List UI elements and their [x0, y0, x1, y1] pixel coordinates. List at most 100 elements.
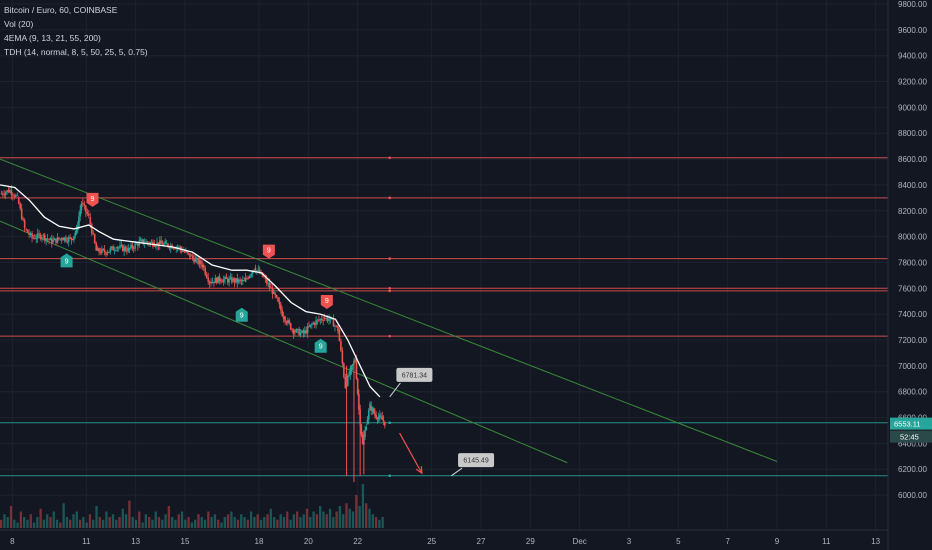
level-handle[interactable]: [388, 156, 392, 160]
volume-bar: [338, 506, 342, 528]
time-axis[interactable]: 8 11 13 15 18 20 22 25 27 29 Dec 3 5 7 9 11 13: [0, 529, 888, 546]
time-tick-label: 3: [627, 537, 632, 546]
candle-body: [179, 246, 182, 250]
candle-body: [337, 325, 339, 332]
candle-body: [204, 267, 207, 275]
candle-body: [380, 416, 382, 418]
volume-bar: [328, 508, 332, 528]
volume-bar: [164, 514, 167, 528]
volume-bar: [19, 511, 23, 528]
volume-bar: [105, 511, 108, 528]
candle-body: [367, 410, 370, 420]
level-handle[interactable]: [388, 474, 392, 477]
candle-body: [213, 281, 215, 284]
volume-bar: [32, 522, 36, 528]
volume-bar: [246, 519, 249, 528]
candle-body: [158, 240, 161, 246]
volume-bar: [259, 519, 263, 528]
volume-bar: [72, 514, 75, 528]
candle-body: [132, 248, 135, 249]
legend-symbol[interactable]: Bitcoin / Euro, 60, COINBASE: [4, 5, 118, 15]
candle-body: [67, 237, 70, 242]
level-handle[interactable]: [388, 287, 392, 290]
candle-body: [323, 318, 326, 319]
volume-bar: [180, 511, 184, 528]
price-tick-label: 8400.00: [898, 181, 927, 190]
candle-body: [381, 416, 384, 421]
price-axis[interactable]: 6000.006200.006400.006600.006800.007000.…: [887, 0, 932, 550]
time-tick-label: 22: [353, 537, 362, 546]
candle-body: [205, 274, 208, 278]
candle-body: [35, 238, 38, 240]
candle-body: [311, 324, 313, 325]
candle-body: [70, 237, 73, 241]
level-handle[interactable]: [388, 257, 392, 260]
volume-bar: [190, 522, 194, 528]
candle-body: [4, 192, 7, 196]
legend-ema[interactable]: 4EMA (9, 13, 21, 55, 200): [4, 33, 101, 43]
candle-body: [278, 301, 281, 305]
candle-body: [65, 237, 67, 241]
candle-body: [112, 246, 114, 251]
candle-body: [377, 417, 380, 420]
volume-bar: [167, 506, 171, 528]
candle-body: [29, 233, 32, 235]
last-price-label: 6553.11: [894, 420, 921, 429]
volume-bar: [305, 508, 309, 528]
volume-bar: [332, 517, 335, 528]
candle-body: [116, 246, 119, 249]
volume-bar: [111, 514, 115, 528]
channel-lines[interactable]: [0, 158, 778, 464]
buy-signal-shape: [60, 253, 73, 268]
candle-body: [164, 241, 167, 244]
level-handle[interactable]: [388, 334, 392, 338]
candle-body: [309, 324, 312, 327]
arrow-head[interactable]: [415, 466, 423, 475]
arrow-shaft[interactable]: [399, 432, 423, 474]
horizontal-lines[interactable]: [0, 156, 888, 477]
level-handle[interactable]: [388, 196, 392, 200]
volume-bar: [207, 511, 210, 528]
candle-body: [191, 255, 194, 259]
candle-body: [331, 318, 333, 320]
candle-body: [312, 322, 315, 325]
legend-tdh[interactable]: TDH (14, normal, 8, 5, 50, 25, 5, 0.75): [4, 47, 148, 57]
volume-bar: [355, 495, 358, 528]
price-callout[interactable]: 6145.49: [451, 453, 495, 477]
level-handle[interactable]: [388, 421, 392, 425]
projection-arrow[interactable]: [399, 432, 423, 475]
candle-body: [341, 350, 344, 364]
candle-body: [366, 419, 369, 424]
candle-body: [105, 252, 107, 255]
candle-body: [99, 251, 102, 254]
sell-signal-label: 9: [325, 298, 329, 305]
candle-body: [198, 260, 201, 264]
level-handle[interactable]: [388, 289, 392, 293]
price-notes[interactable]: 6781.34 6145.49: [389, 367, 495, 477]
candle-body: [46, 238, 49, 240]
candle-body: [195, 258, 198, 259]
candle-body: [160, 240, 162, 244]
volume-bar: [65, 517, 69, 528]
time-tick-label: 15: [181, 537, 190, 546]
candle-body: [102, 248, 105, 250]
channel-line[interactable]: [0, 158, 778, 462]
volume-bar: [197, 514, 200, 528]
volume-bar: [276, 519, 279, 528]
volume-bar: [263, 517, 266, 528]
price-callout[interactable]: 6781.34: [389, 367, 433, 398]
candle-body: [375, 414, 377, 418]
channel-line[interactable]: [0, 220, 568, 464]
candle-body: [264, 277, 267, 279]
legend-vol[interactable]: Vol (20): [4, 19, 34, 29]
candle-body: [60, 238, 63, 240]
volume-bar: [374, 517, 378, 528]
candle-body: [270, 287, 272, 289]
candle-body: [319, 319, 322, 321]
candle-body: [131, 244, 134, 249]
volume-bar: [296, 511, 299, 528]
chart-legend: Bitcoin / Euro, 60, COINBASE Vol (20) 4E…: [4, 3, 148, 59]
volume-bar: [184, 519, 187, 528]
candle-body: [157, 242, 160, 246]
